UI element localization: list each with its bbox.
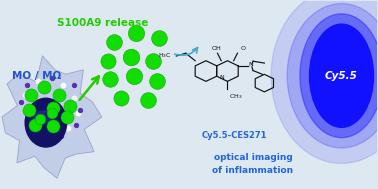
Point (37, 117, 43, 120)
Point (26, 108, 32, 111)
Point (132, 74, 138, 77)
Point (60, 84, 66, 87)
Text: optical imaging
of inflammation: optical imaging of inflammation (212, 153, 294, 175)
Text: N: N (220, 75, 225, 81)
Point (111, 40, 117, 43)
Point (71, 84, 77, 87)
Ellipse shape (271, 0, 378, 163)
Point (128, 55, 134, 58)
Point (56, 93, 62, 96)
Point (22, 106, 28, 109)
Point (35, 80, 41, 83)
Point (133, 31, 139, 34)
Text: Cy5.5-CES271: Cy5.5-CES271 (201, 131, 267, 140)
Point (73, 123, 79, 126)
Point (107, 78, 113, 81)
Point (19, 101, 25, 104)
Polygon shape (2, 56, 102, 178)
Text: H$_3$C: H$_3$C (158, 52, 172, 60)
Text: OH: OH (212, 46, 222, 51)
Ellipse shape (287, 4, 378, 148)
Text: CH$_3$: CH$_3$ (229, 92, 243, 101)
Point (67, 104, 73, 107)
Ellipse shape (300, 14, 378, 138)
Point (24, 84, 30, 87)
Point (150, 59, 156, 62)
Point (75, 112, 81, 115)
Point (50, 106, 56, 109)
Point (65, 127, 71, 130)
Text: N: N (248, 61, 253, 67)
Point (50, 134, 56, 137)
Text: Cy5.5: Cy5.5 (325, 71, 358, 81)
Point (22, 93, 28, 96)
Point (35, 131, 41, 134)
Point (28, 93, 34, 96)
Point (71, 97, 77, 100)
Point (105, 59, 111, 62)
Ellipse shape (310, 24, 373, 127)
Text: MO / MΩ: MO / MΩ (12, 71, 61, 81)
Point (154, 80, 160, 83)
Point (64, 115, 70, 119)
Ellipse shape (33, 111, 54, 123)
Point (156, 37, 162, 40)
Point (48, 112, 54, 115)
Text: S100A9 release: S100A9 release (57, 18, 148, 28)
Point (144, 99, 150, 102)
Point (58, 134, 64, 137)
Point (48, 76, 54, 79)
Point (24, 115, 30, 119)
Point (41, 85, 47, 88)
Ellipse shape (25, 98, 67, 147)
Point (50, 125, 56, 128)
Text: O: O (240, 46, 245, 51)
Point (118, 97, 124, 100)
Point (32, 123, 38, 126)
Point (77, 108, 83, 111)
